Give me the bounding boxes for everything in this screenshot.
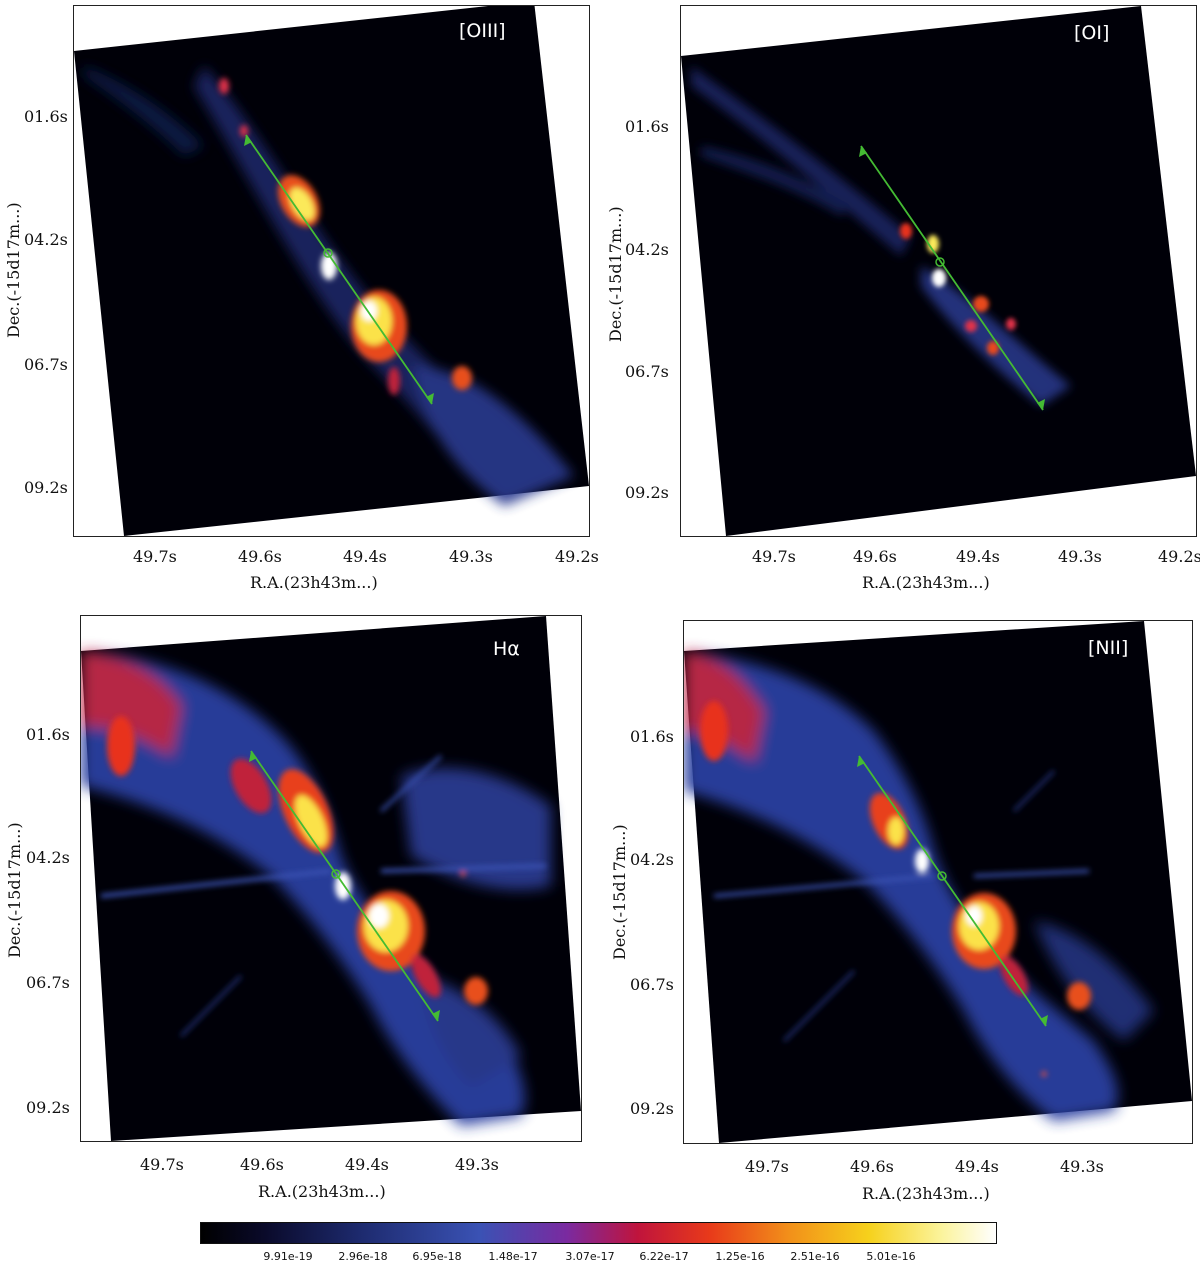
xtick-label: 49.7s	[752, 547, 796, 566]
line-label-oiii: [OIII]	[459, 20, 506, 42]
xtick-label: 49.6s	[853, 547, 897, 566]
ytick-label: 04.2s	[625, 240, 669, 259]
xtick-label: 49.3s	[1060, 1157, 1104, 1176]
axis-line-oi	[860, 145, 1044, 411]
y-axis-title: Dec.(-15d17m...)	[5, 822, 24, 958]
colorbar-tick: 2.51e-16	[790, 1250, 840, 1263]
colorbar-tick: 1.48e-17	[488, 1250, 538, 1263]
ytick-label: 04.2s	[630, 850, 674, 869]
xtick-label: 49.2s	[555, 547, 599, 566]
nucleus-marker-oiii	[323, 248, 333, 258]
colorbar-tick: 1.25e-16	[715, 1250, 765, 1263]
x-axis-title: R.A.(23h43m...)	[862, 573, 990, 592]
xtick-label: 49.3s	[1058, 547, 1102, 566]
axis-line-halpha	[250, 750, 439, 1022]
ytick-label: 09.2s	[24, 478, 68, 497]
xtick-label: 49.7s	[140, 1155, 184, 1174]
xtick-label: 49.6s	[238, 547, 282, 566]
xtick-label: 49.7s	[745, 1157, 789, 1176]
xtick-label: 49.3s	[455, 1155, 499, 1174]
xtick-label: 49.7s	[133, 547, 177, 566]
x-axis-title: R.A.(23h43m...)	[250, 573, 378, 592]
colorbar	[200, 1222, 997, 1244]
image-frame-oiii: [OIII]	[73, 5, 590, 537]
xtick-label: 49.3s	[449, 547, 493, 566]
emission-map-oiii	[74, 6, 589, 536]
image-frame-oi: [OI]	[680, 5, 1197, 537]
colorbar-tick: 9.91e-19	[263, 1250, 313, 1263]
ytick-label: 06.7s	[625, 362, 669, 381]
xtick-label: 49.6s	[850, 1157, 894, 1176]
image-frame-halpha: Hα	[80, 615, 582, 1142]
xtick-label: 49.4s	[343, 547, 387, 566]
y-axis-title: Dec.(-15d17m...)	[4, 202, 23, 338]
ytick-label: 06.7s	[630, 975, 674, 994]
ytick-label: 09.2s	[630, 1099, 674, 1118]
ytick-label: 09.2s	[26, 1098, 70, 1117]
y-axis-title: Dec.(-15d17m...)	[606, 206, 625, 342]
colorbar-tick: 3.07e-17	[565, 1250, 615, 1263]
xtick-label: 49.6s	[240, 1155, 284, 1174]
ytick-label: 09.2s	[625, 483, 669, 502]
ytick-label: 01.6s	[630, 727, 674, 746]
xtick-label: 49.4s	[955, 1157, 999, 1176]
line-label-halpha: Hα	[493, 638, 520, 660]
colorbar-tick: 6.22e-17	[639, 1250, 689, 1263]
xtick-label: 49.2s	[1158, 547, 1200, 566]
ytick-label: 04.2s	[26, 848, 70, 867]
nucleus-marker-halpha	[331, 869, 341, 879]
xtick-label: 49.4s	[956, 547, 1000, 566]
nucleus-marker-nii	[937, 871, 947, 881]
image-frame-nii: [NII]	[683, 620, 1193, 1144]
x-axis-title: R.A.(23h43m...)	[258, 1182, 386, 1201]
colorbar-tick: 5.01e-16	[866, 1250, 916, 1263]
line-label-nii: [NII]	[1088, 637, 1129, 659]
colorbar-tick: 6.95e-18	[412, 1250, 462, 1263]
ytick-label: 06.7s	[24, 355, 68, 374]
ytick-label: 01.6s	[24, 107, 68, 126]
ytick-label: 01.6s	[26, 725, 70, 744]
emission-map-halpha	[81, 616, 581, 1141]
axis-line-oiii	[245, 134, 433, 405]
ytick-label: 01.6s	[625, 117, 669, 136]
emission-map-oi	[681, 6, 1196, 536]
y-axis-title: Dec.(-15d17m...)	[610, 824, 629, 960]
x-axis-title: R.A.(23h43m...)	[862, 1184, 990, 1203]
nucleus-marker-oi	[935, 257, 945, 267]
emission-map-nii	[684, 621, 1192, 1143]
line-label-oi: [OI]	[1074, 22, 1110, 44]
ytick-label: 04.2s	[24, 230, 68, 249]
axis-line-nii	[858, 755, 1047, 1027]
colorbar-tick: 2.96e-18	[338, 1250, 388, 1263]
ytick-label: 06.7s	[26, 973, 70, 992]
xtick-label: 49.4s	[345, 1155, 389, 1174]
